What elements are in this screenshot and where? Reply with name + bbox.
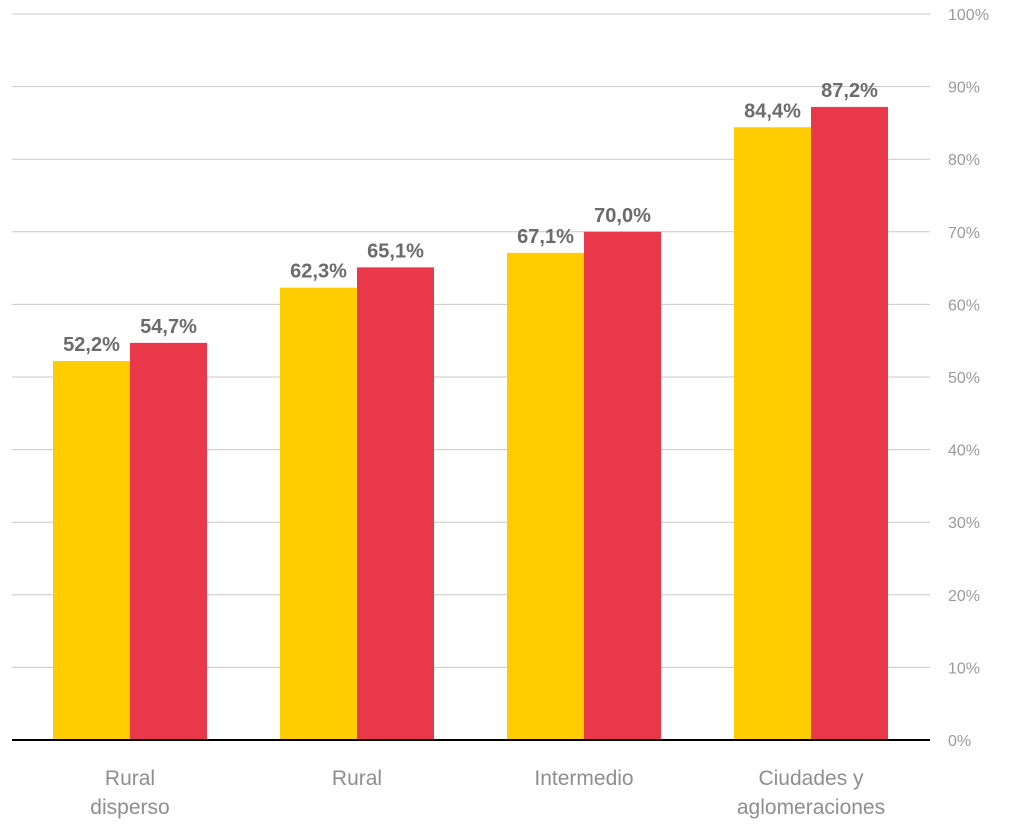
y-tick-label: 80% xyxy=(948,152,980,169)
data-label: 84,4% xyxy=(744,100,801,122)
x-category-label: Rural disperso xyxy=(90,767,169,819)
bar xyxy=(811,106,888,741)
data-label: 70,0% xyxy=(594,205,651,227)
y-tick-label: 100% xyxy=(948,7,989,24)
x-category-label-line: aglomeraciones xyxy=(737,796,885,819)
bars xyxy=(53,106,888,741)
y-tick-label: 40% xyxy=(948,443,980,460)
y-tick-label: 70% xyxy=(948,225,980,242)
bar xyxy=(584,231,661,741)
data-label: 65,1% xyxy=(367,240,424,262)
y-tick-label: 10% xyxy=(948,660,980,677)
bar xyxy=(53,361,130,740)
data-labels: 52,2% 62,3% 67,1% 84,4% 54,7% 65,1% 70,0% 87,2% xyxy=(63,80,878,356)
x-category-label-line: Rural xyxy=(332,767,382,790)
x-category-label-line: Intermedio xyxy=(534,767,633,790)
data-label: 54,7% xyxy=(140,316,197,338)
x-category-label-line: Rural xyxy=(105,767,155,790)
x-category-label: Ciudades y aglomeraciones xyxy=(737,767,885,819)
x-axis: Rural disperso Rural Intermedio Ciudades y ag… xyxy=(12,739,930,819)
y-tick-label: 60% xyxy=(948,297,980,314)
x-category-label-line: Ciudades y xyxy=(758,767,864,790)
y-tick-label: 20% xyxy=(948,588,980,605)
x-category-label: Intermedio xyxy=(534,767,633,790)
bar xyxy=(734,127,811,741)
x-category-label: Rural xyxy=(332,767,382,790)
bar xyxy=(130,342,207,740)
bar xyxy=(357,267,434,740)
data-label: 87,2% xyxy=(821,80,878,102)
y-axis: 0% 10% 20% 30% 40% 50% 60% 70% 80% 90% 100% xyxy=(948,7,989,750)
y-tick-label: 30% xyxy=(948,515,980,532)
data-label: 52,2% xyxy=(63,334,120,356)
y-tick-label: 90% xyxy=(948,80,980,97)
x-category-label-line: disperso xyxy=(90,796,169,819)
y-tick-label: 0% xyxy=(948,733,971,750)
data-label: 67,1% xyxy=(517,226,574,248)
bar xyxy=(280,287,357,740)
bar xyxy=(507,252,584,740)
data-label: 62,3% xyxy=(290,261,347,283)
y-tick-label: 50% xyxy=(948,370,980,387)
